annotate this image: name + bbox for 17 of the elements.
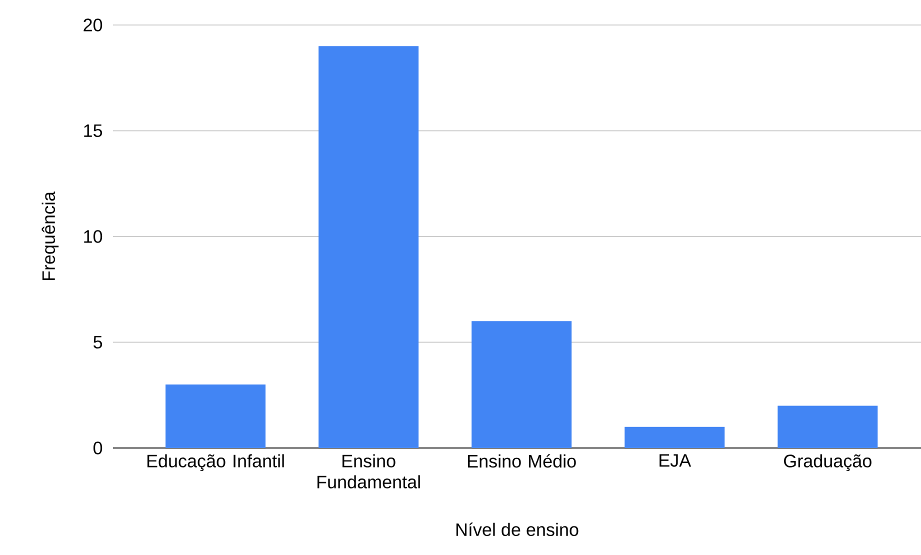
x-tick-label: Educação Infantil: [147, 454, 284, 472]
x-tick-label: Graduação: [784, 454, 872, 472]
y-tick-label: 0: [93, 442, 102, 454]
y-axis-title: Frequência: [42, 191, 59, 280]
x-tick-label: Ensino Médio: [468, 454, 576, 468]
bar: [472, 321, 572, 448]
x-tick-label: Ensino Fundamental: [318, 454, 420, 488]
bar: [318, 46, 419, 448]
y-tick-label: 10: [84, 230, 102, 243]
bar: [166, 384, 266, 448]
x-tick-label: EJA: [660, 454, 692, 467]
x-axis-title: Nível de ensino: [456, 522, 578, 536]
bar: [624, 426, 725, 448]
y-tick-label: 20: [84, 18, 102, 32]
y-tick-label: 15: [84, 124, 102, 138]
bar: [778, 406, 878, 448]
y-tick-label: 5: [94, 336, 102, 349]
